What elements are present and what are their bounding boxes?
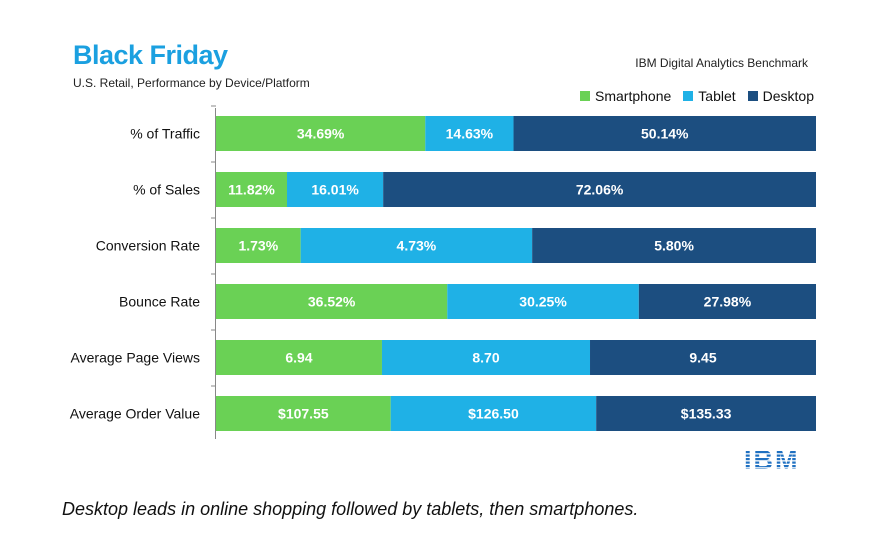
ibm-logo-text: IBM bbox=[744, 445, 800, 472]
legend-item-tablet: Tablet bbox=[683, 88, 736, 104]
bar-smartphone-average-order-value bbox=[216, 396, 391, 431]
chart-title: Black Friday bbox=[73, 40, 228, 70]
ibm-logo: IBM bbox=[744, 445, 800, 472]
bar-tablet-average-order-value bbox=[390, 396, 597, 431]
data-label-tablet-bounce-rate: 30.25% bbox=[519, 294, 567, 310]
category-label-of-sales: % of Sales bbox=[133, 182, 200, 198]
data-label-desktop-of-traffic: 50.14% bbox=[641, 126, 689, 142]
category-label-conversion-rate: Conversion Rate bbox=[96, 238, 200, 254]
data-label-tablet-of-sales: 16.01% bbox=[311, 182, 359, 198]
data-label-smartphone-average-order-value: $107.55 bbox=[278, 406, 329, 422]
legend-swatch-tablet bbox=[683, 91, 694, 101]
bar-desktop-average-order-value bbox=[596, 396, 816, 431]
legend-item-smartphone: Smartphone bbox=[580, 88, 671, 104]
bar-tablet-of-traffic bbox=[425, 116, 514, 151]
data-label-smartphone-average-page-views: 6.94 bbox=[285, 350, 312, 366]
category-label-bounce-rate: Bounce Rate bbox=[119, 294, 200, 310]
data-label-desktop-average-order-value: $135.33 bbox=[681, 406, 732, 422]
data-label-smartphone-conversion-rate: 1.73% bbox=[238, 238, 278, 254]
category-label-average-page-views: Average Page Views bbox=[71, 350, 200, 366]
category-label-average-order-value: Average Order Value bbox=[70, 406, 200, 422]
category-label-of-traffic: % of Traffic bbox=[130, 126, 200, 142]
data-label-desktop-bounce-rate: 27.98% bbox=[704, 294, 752, 310]
legend-label-desktop: Desktop bbox=[762, 88, 814, 104]
bar-tablet-bounce-rate bbox=[447, 284, 639, 319]
data-label-desktop-of-sales: 72.06% bbox=[576, 182, 624, 198]
legend-swatch-desktop bbox=[747, 91, 758, 101]
footnote-caption: Desktop leads in online shopping followe… bbox=[62, 499, 639, 519]
bar-desktop-average-page-views bbox=[590, 340, 816, 375]
bar-desktop-of-traffic bbox=[513, 116, 816, 151]
bar-smartphone-conversion-rate bbox=[216, 228, 301, 263]
chart-subtitle: U.S. Retail, Performance by Device/Platf… bbox=[73, 76, 310, 90]
data-label-smartphone-of-traffic: 34.69% bbox=[297, 126, 345, 142]
bar-smartphone-average-page-views bbox=[216, 340, 382, 375]
bar-tablet-of-sales bbox=[286, 172, 384, 207]
legend-swatch-smartphone bbox=[580, 91, 590, 101]
legend-label-tablet: Tablet bbox=[698, 88, 736, 104]
legend-item-desktop: Desktop bbox=[747, 88, 814, 104]
legend-label-smartphone: Smartphone bbox=[595, 88, 672, 104]
data-label-smartphone-bounce-rate: 36.52% bbox=[308, 294, 356, 310]
data-label-tablet-conversion-rate: 4.73% bbox=[397, 238, 437, 254]
bar-desktop-conversion-rate bbox=[532, 228, 816, 263]
bar-tablet-average-page-views bbox=[381, 340, 591, 375]
bar-desktop-of-sales bbox=[383, 172, 816, 207]
bar-smartphone-of-sales bbox=[216, 172, 287, 207]
data-label-tablet-average-page-views: 8.70 bbox=[472, 350, 499, 366]
data-label-smartphone-of-sales: 11.82% bbox=[228, 182, 275, 198]
bar-tablet-conversion-rate bbox=[300, 228, 533, 263]
bar-smartphone-bounce-rate bbox=[216, 284, 448, 319]
data-label-tablet-of-traffic: 14.63% bbox=[446, 126, 494, 142]
bar-smartphone-of-traffic bbox=[216, 116, 426, 151]
source-note: IBM Digital Analytics Benchmark bbox=[635, 56, 808, 70]
data-label-tablet-average-order-value: $126.50 bbox=[468, 406, 519, 422]
data-label-desktop-average-page-views: 9.45 bbox=[689, 350, 716, 366]
data-label-desktop-conversion-rate: 5.80% bbox=[654, 238, 694, 254]
chart-legend: Smartphone Tablet Desktop bbox=[580, 88, 814, 104]
bar-desktop-bounce-rate bbox=[638, 284, 816, 319]
